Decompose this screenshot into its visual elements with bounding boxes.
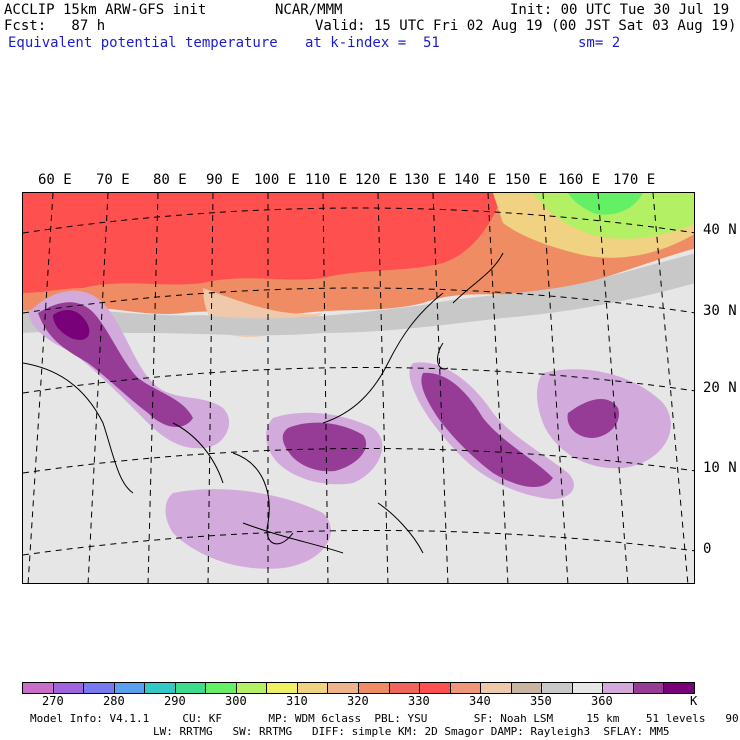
colorbar-tick: 350 bbox=[530, 694, 552, 708]
colorbar-segment bbox=[664, 683, 695, 693]
lon-label: 110 E bbox=[305, 172, 348, 188]
lon-label: 120 E bbox=[355, 172, 398, 188]
lon-label: 70 E bbox=[96, 172, 130, 188]
colorbar-segment bbox=[206, 683, 237, 693]
colorbar-tick: 360 bbox=[591, 694, 613, 708]
colorbar-segment bbox=[267, 683, 298, 693]
field-name: Equivalent potential temperature bbox=[8, 35, 278, 51]
colorbar-segment bbox=[511, 683, 543, 693]
physics-info: LW: RRTMG SW: RRTMG DIFF: simple KM: 2D … bbox=[153, 725, 670, 738]
org-label: NCAR/MMM bbox=[275, 2, 343, 18]
colorbar-segment bbox=[84, 683, 115, 693]
theta-e-field bbox=[23, 193, 694, 583]
lon-label: 160 E bbox=[558, 172, 601, 188]
colorbar-segment bbox=[542, 683, 573, 693]
colorbar-unit: K bbox=[690, 694, 698, 708]
lon-label: 90 E bbox=[206, 172, 240, 188]
colorbar-segment bbox=[328, 683, 360, 693]
colorbar-segment bbox=[114, 683, 146, 693]
colorbar bbox=[22, 682, 695, 694]
colorbar-segment bbox=[236, 683, 268, 693]
colorbar-segment bbox=[145, 683, 176, 693]
lon-label: 60 E bbox=[38, 172, 72, 188]
colorbar-segment bbox=[53, 683, 85, 693]
init-time: Init: 00 UTC Tue 30 Jul 19 bbox=[510, 2, 730, 18]
colorbar-segment bbox=[481, 683, 512, 693]
lon-label: 130 E bbox=[404, 172, 447, 188]
colorbar-segment bbox=[359, 683, 390, 693]
colorbar-segment bbox=[450, 683, 482, 693]
lat-label: 10 N bbox=[703, 460, 737, 476]
colorbar-segment bbox=[175, 683, 207, 693]
colorbar-tick: 310 bbox=[286, 694, 308, 708]
lon-label: 170 E bbox=[613, 172, 656, 188]
colorbar-tick: 270 bbox=[42, 694, 64, 708]
colorbar-tick: 340 bbox=[469, 694, 491, 708]
colorbar-segment bbox=[389, 683, 421, 693]
lat-label: 40 N bbox=[703, 222, 737, 238]
model-info: Model Info: V4.1.1 CU: KF MP: WDM 6class… bbox=[30, 712, 740, 725]
colorbar-tick: 290 bbox=[164, 694, 186, 708]
colorbar-segment bbox=[23, 683, 54, 693]
lon-label: 140 E bbox=[454, 172, 497, 188]
model-title: ACCLIP 15km ARW-GFS init bbox=[4, 2, 207, 18]
level-index: at k-index = 51 bbox=[305, 35, 440, 51]
forecast-hour: Fcst: 87 h bbox=[4, 18, 106, 34]
smoothing: sm= 2 bbox=[578, 35, 621, 51]
colorbar-segment bbox=[633, 683, 665, 693]
colorbar-segment bbox=[297, 683, 329, 693]
lon-label: 80 E bbox=[153, 172, 187, 188]
lon-label: 150 E bbox=[505, 172, 548, 188]
colorbar-tick: 280 bbox=[103, 694, 125, 708]
colorbar-tick: 330 bbox=[408, 694, 430, 708]
valid-time: Valid: 15 UTC Fri 02 Aug 19 (00 JST Sat … bbox=[315, 18, 737, 34]
lon-label: 100 E bbox=[254, 172, 297, 188]
lat-label: 20 N bbox=[703, 380, 737, 396]
map-plot bbox=[22, 192, 695, 584]
lat-label: 0 bbox=[703, 541, 712, 557]
colorbar-segment bbox=[420, 683, 451, 693]
colorbar-segment bbox=[572, 683, 604, 693]
colorbar-tick: 300 bbox=[225, 694, 247, 708]
colorbar-tick: 320 bbox=[347, 694, 369, 708]
colorbar-segment bbox=[603, 683, 634, 693]
lat-label: 30 N bbox=[703, 303, 737, 319]
